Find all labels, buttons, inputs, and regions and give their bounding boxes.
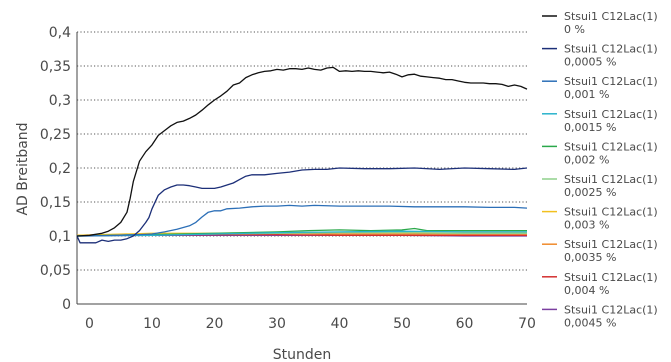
legend-label: Stsui1 C12Lac(1): [564, 108, 658, 121]
series-line-2: [76, 167, 528, 244]
y-tick-label: 0,15: [40, 195, 71, 211]
x-tick-label: 10: [143, 316, 161, 332]
legend-label-concentration: 0,004 %: [564, 284, 609, 297]
legend-label-concentration: 0,0015 %: [564, 121, 616, 134]
legend-label: Stsui1 C12Lac(1): [564, 303, 658, 316]
legend-label-concentration: 0,0045 %: [564, 316, 616, 329]
legend: Stsui1 C12Lac(1)0 %Stsui1 C12Lac(1)0,000…: [542, 10, 658, 329]
legend-label-concentration: 0,003 %: [564, 219, 609, 232]
legend-label: Stsui1 C12Lac(1): [564, 238, 658, 251]
legend-label-concentration: 0,002 %: [564, 153, 609, 166]
legend-label-concentration: 0,0035 %: [564, 251, 616, 264]
legend-label-concentration: 0,001 %: [564, 88, 609, 101]
x-tick-label: 70: [518, 316, 536, 332]
y-axis-title: AD Breitband: [15, 122, 31, 215]
legend-label: Stsui1 C12Lac(1): [564, 140, 658, 153]
series-line-3: [77, 204, 528, 237]
legend-label-concentration: 0,0025 %: [564, 186, 616, 199]
legend-label: Stsui1 C12Lac(1): [564, 75, 658, 88]
legend-label-concentration: 0,0005 %: [564, 56, 616, 69]
series-layer: [76, 66, 528, 244]
series-line-4: [76, 230, 527, 237]
x-tick-label: 30: [268, 316, 286, 332]
legend-label: Stsui1 C12Lac(1): [564, 173, 658, 186]
x-tick-label: 60: [456, 316, 474, 332]
legend-label: Stsui1 C12Lac(1): [564, 271, 658, 284]
legend-label: Stsui1 C12Lac(1): [564, 10, 658, 23]
series-line-5: [76, 227, 527, 237]
legend-label: Stsui1 C12Lac(1): [564, 43, 658, 56]
y-tick-label: 0,35: [40, 59, 71, 75]
y-tick-label: 0,4: [49, 25, 71, 41]
legend-label-concentration: 0 %: [564, 23, 585, 36]
x-tick-label: 50: [393, 316, 411, 332]
y-tick-label: 0,05: [40, 263, 71, 279]
axis-layer: 0 0,05 0,1 0,15 0,2 0,25 0,3 0,35 0,4 0 10 20 30 40 50…: [40, 25, 536, 332]
series-line-1: [76, 66, 528, 237]
y-tick-label: 0,3: [49, 93, 71, 109]
y-tick-label: 0,2: [49, 161, 71, 177]
y-tick-label: 0,1: [49, 229, 71, 245]
y-tick-label: 0: [62, 297, 71, 313]
legend-label: Stsui1 C12Lac(1): [564, 206, 658, 219]
x-tick-label: 40: [331, 316, 349, 332]
grid-layer: [77, 31, 527, 271]
x-tick-label: 20: [206, 316, 224, 332]
x-tick-label: 0: [85, 316, 94, 332]
y-tick-label: 0,25: [40, 127, 71, 143]
x-axis-title: Stunden: [273, 347, 332, 362]
